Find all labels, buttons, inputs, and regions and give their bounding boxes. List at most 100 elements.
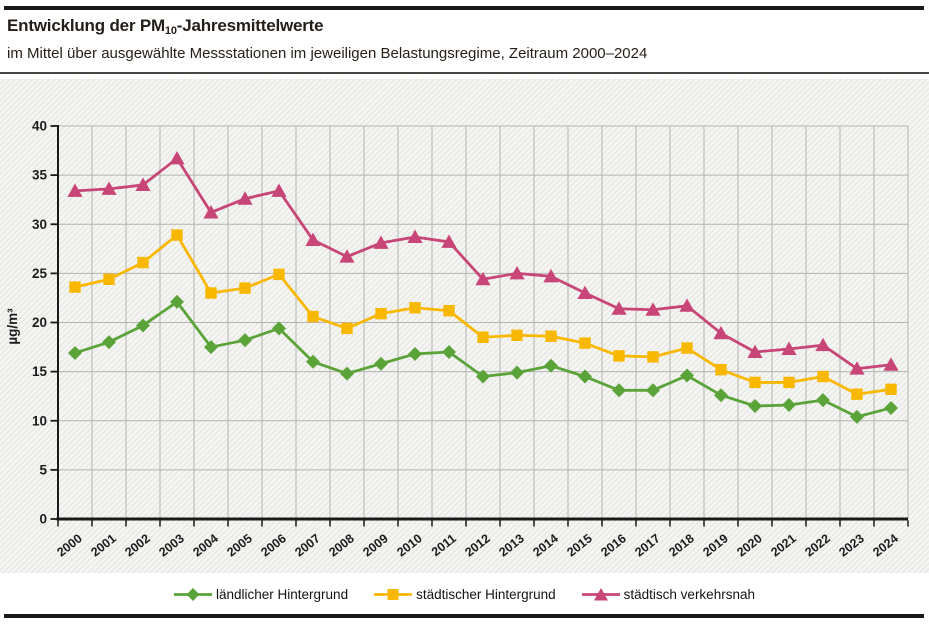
legend-item-urban-traffic: städtisch verkehrsnah bbox=[581, 587, 755, 602]
series-1 bbox=[69, 229, 897, 400]
data-point-marker bbox=[749, 376, 761, 389]
data-point-marker bbox=[136, 318, 150, 333]
data-point-marker bbox=[171, 229, 183, 241]
data-point-marker bbox=[271, 183, 287, 197]
svg-text:2004: 2004 bbox=[190, 531, 221, 559]
triangle-marker-icon bbox=[581, 587, 620, 600]
data-point-marker bbox=[135, 177, 151, 191]
data-point-marker bbox=[203, 205, 219, 219]
data-point-marker bbox=[579, 337, 591, 349]
svg-text:0: 0 bbox=[39, 512, 47, 527]
data-point-marker bbox=[169, 151, 185, 165]
data-point-marker bbox=[68, 345, 82, 360]
svg-text:2022: 2022 bbox=[802, 531, 833, 559]
chart-legend: ländlicher Hintergrund städtischer Hinte… bbox=[0, 583, 929, 605]
data-point-marker bbox=[612, 383, 626, 398]
svg-text:2015: 2015 bbox=[564, 531, 595, 559]
svg-text:15: 15 bbox=[32, 364, 48, 379]
svg-text:35: 35 bbox=[32, 168, 48, 183]
svg-text:30: 30 bbox=[32, 217, 47, 232]
legend-item-rural-background: ländlicher Hintergrund bbox=[174, 587, 348, 602]
legend-label: städtischer Hintergrund bbox=[416, 586, 556, 602]
data-point-marker bbox=[273, 268, 285, 281]
data-point-marker bbox=[238, 333, 252, 348]
data-point-marker bbox=[409, 302, 421, 314]
data-point-marker bbox=[442, 344, 456, 359]
data-point-marker bbox=[883, 357, 899, 371]
svg-text:20: 20 bbox=[32, 315, 47, 330]
svg-text:2013: 2013 bbox=[496, 531, 527, 559]
svg-text:2001: 2001 bbox=[88, 531, 119, 559]
data-point-marker bbox=[577, 285, 593, 300]
data-point-marker bbox=[747, 344, 763, 358]
svg-text:2021: 2021 bbox=[768, 531, 799, 559]
svg-text:2017: 2017 bbox=[632, 531, 663, 559]
header-divider bbox=[0, 72, 929, 74]
y-axis-labels: 0 5 10 15 20 25 30 35 40 bbox=[32, 119, 58, 527]
svg-text:2000: 2000 bbox=[54, 531, 85, 559]
data-point-marker bbox=[544, 358, 558, 373]
data-point-marker bbox=[339, 249, 355, 263]
data-point-marker bbox=[817, 370, 829, 383]
data-point-marker bbox=[475, 271, 491, 286]
data-point-marker bbox=[543, 268, 559, 283]
grid-lines bbox=[58, 125, 909, 519]
legend-label: ländlicher Hintergrund bbox=[216, 586, 349, 602]
data-point-marker bbox=[646, 383, 660, 398]
svg-text:2023: 2023 bbox=[836, 531, 867, 559]
svg-text:2009: 2009 bbox=[360, 531, 391, 559]
y-axis-title: µg/m³ bbox=[5, 308, 20, 345]
data-point-marker bbox=[272, 321, 286, 336]
axes bbox=[56, 125, 909, 527]
svg-text:2007: 2007 bbox=[292, 531, 323, 559]
bottom-rule bbox=[4, 614, 924, 618]
data-point-marker bbox=[170, 294, 184, 309]
svg-text:2018: 2018 bbox=[666, 531, 697, 559]
svg-text:2002: 2002 bbox=[122, 531, 153, 559]
data-point-marker bbox=[781, 341, 797, 356]
data-point-marker bbox=[647, 351, 659, 363]
square-marker-icon bbox=[374, 588, 413, 600]
data-point-marker bbox=[101, 181, 117, 195]
data-point-marker bbox=[476, 369, 490, 384]
data-point-marker bbox=[375, 307, 387, 320]
svg-text:40: 40 bbox=[32, 119, 47, 134]
title-subscript: 10 bbox=[164, 25, 177, 37]
data-point-marker bbox=[374, 356, 388, 371]
data-point-marker bbox=[204, 340, 218, 355]
chart-panel: 0 5 10 15 20 25 30 35 40 2000 2001 2002 2003 2004 2005… bbox=[0, 79, 929, 573]
data-point-marker bbox=[511, 329, 523, 341]
top-rule bbox=[4, 6, 924, 10]
data-point-marker bbox=[714, 388, 728, 403]
data-point-marker bbox=[849, 361, 865, 375]
data-point-marker bbox=[408, 346, 422, 361]
data-point-marker bbox=[748, 399, 762, 414]
data-point-marker bbox=[407, 229, 423, 244]
diamond-marker-icon bbox=[174, 587, 212, 601]
svg-text:5: 5 bbox=[39, 462, 47, 477]
data-point-marker bbox=[137, 256, 149, 269]
svg-text:2024: 2024 bbox=[870, 531, 901, 559]
page-title: Entwicklung der PM10-Jahresmittelwerte bbox=[7, 16, 324, 37]
svg-text:2016: 2016 bbox=[598, 531, 629, 559]
data-point-marker bbox=[103, 273, 115, 285]
svg-text:2006: 2006 bbox=[258, 531, 289, 559]
data-point-marker bbox=[477, 331, 489, 343]
page-subtitle: im Mittel über ausgewählte Messstationen… bbox=[7, 45, 648, 62]
data-point-marker bbox=[715, 363, 727, 376]
svg-text:2011: 2011 bbox=[429, 531, 459, 559]
data-point-marker bbox=[443, 305, 455, 317]
data-point-marker bbox=[679, 298, 695, 312]
data-point-marker bbox=[545, 330, 557, 342]
data-point-marker bbox=[509, 265, 525, 280]
data-point-marker bbox=[815, 337, 831, 352]
data-point-marker bbox=[341, 322, 353, 335]
data-point-marker bbox=[307, 310, 319, 323]
svg-text:2014: 2014 bbox=[530, 531, 561, 559]
data-point-marker bbox=[884, 400, 898, 415]
svg-text:10: 10 bbox=[32, 413, 47, 428]
data-point-marker bbox=[239, 282, 251, 294]
title-suffix: -Jahresmittelwerte bbox=[176, 16, 324, 35]
data-point-marker bbox=[783, 376, 795, 389]
data-point-marker bbox=[611, 301, 627, 315]
